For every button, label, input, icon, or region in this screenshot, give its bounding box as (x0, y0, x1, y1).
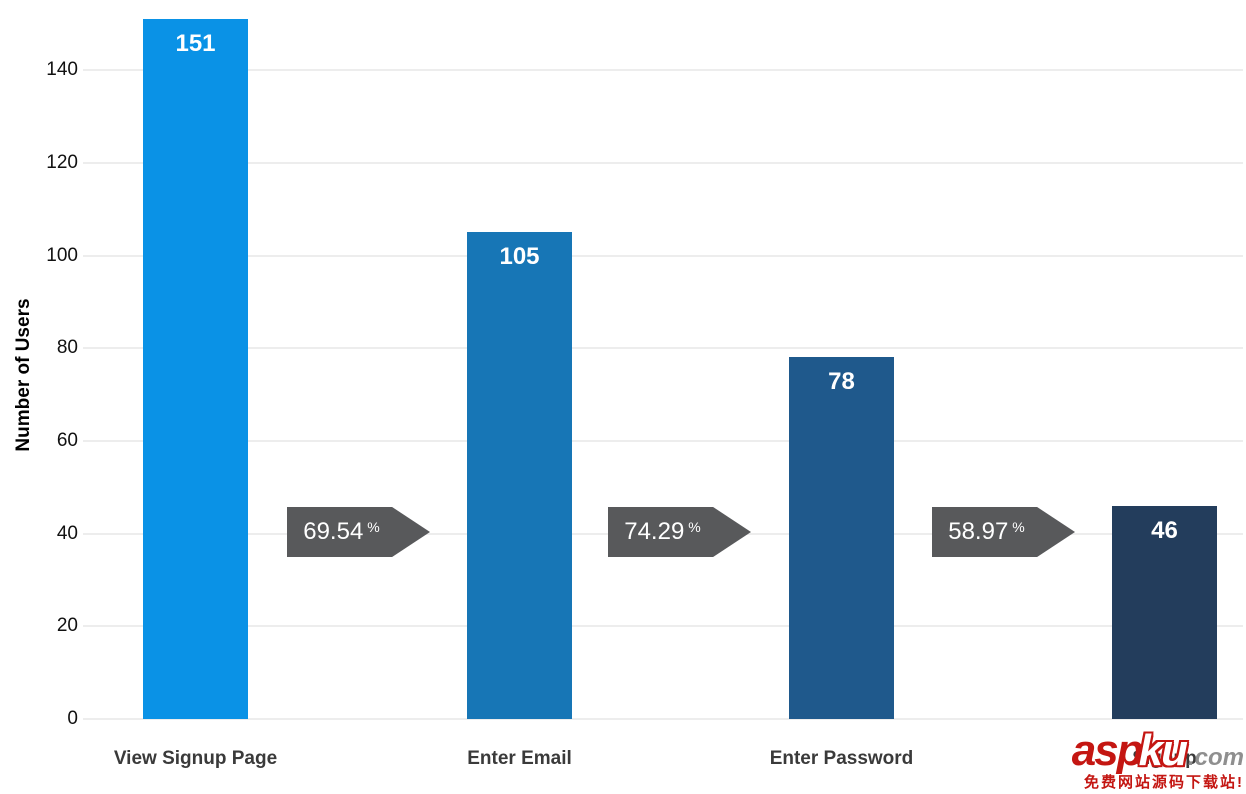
bar (789, 357, 894, 719)
category-label: Signup (1132, 748, 1197, 769)
gridline (83, 625, 1243, 628)
gridline (83, 69, 1243, 72)
bar (467, 232, 572, 719)
bar-value-label: 151 (175, 30, 216, 58)
percent-sign: % (1012, 519, 1025, 535)
watermark-tagline: 免费网站源码下载站! (1084, 774, 1244, 791)
watermark-text-ku: ku (1138, 726, 1188, 775)
watermark-text-com: .com (1187, 744, 1244, 771)
y-tick-label: 80 (56, 337, 78, 359)
conversion-percent: 74.29% (624, 518, 701, 545)
conversion-percent: 69.54% (303, 518, 380, 545)
y-tick-label: 120 (46, 151, 78, 173)
percent-sign: % (688, 519, 701, 535)
bar-value-label: 46 (1151, 516, 1178, 544)
bar (143, 19, 248, 719)
gridline (83, 161, 1243, 164)
conversion-arrow: 74.29% (608, 507, 751, 557)
gridline (83, 439, 1243, 442)
gridline (83, 718, 1243, 720)
watermark-text-asp: asp (1071, 726, 1144, 775)
gridline (83, 347, 1243, 350)
conversion-arrow: 69.54% (287, 507, 430, 557)
bar-value-label: 78 (828, 368, 855, 396)
category-label: Enter Password (769, 748, 914, 769)
category-label: Enter Email (467, 748, 572, 769)
bar (1112, 505, 1217, 719)
conversion-percent: 58.97% (948, 518, 1025, 545)
percent-sign: % (367, 519, 380, 535)
y-tick-label: 20 (56, 615, 78, 637)
y-tick-label: 100 (46, 244, 78, 266)
y-tick-label: 140 (46, 59, 78, 81)
bar-value-label: 105 (499, 243, 540, 271)
y-tick-label: 60 (56, 429, 78, 451)
y-tick-label: 0 (67, 708, 78, 729)
category-label: View Signup Page (113, 748, 278, 769)
watermark-logo: asp ku .com (1072, 729, 1244, 773)
watermark: asp ku .com 免费网站源码下载站! (1072, 729, 1244, 794)
y-tick-label: 40 (56, 522, 78, 544)
gridline (83, 254, 1243, 257)
conversion-arrow: 58.97% (932, 507, 1075, 557)
